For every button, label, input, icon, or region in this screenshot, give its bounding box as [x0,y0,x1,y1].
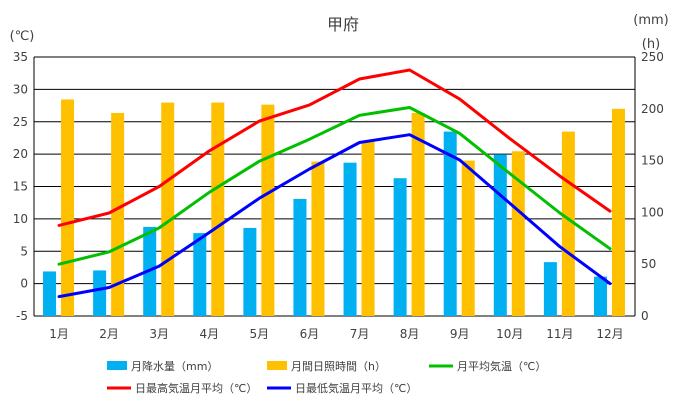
axes: -5 0 5 10 15 20 25 30 35 0 50 100 150 200 250 1月 2月 3月 4月 5… [13,50,664,341]
bar [243,227,257,316]
bar [293,198,307,316]
right-axis-unit-top: (mm) [633,13,668,28]
x-axis-tick-label: 7月 [350,327,370,341]
left-axis-unit: (℃) [10,29,35,44]
bar-series [43,99,625,316]
bar [193,233,207,316]
legend-label: 日最高気温月平均（℃） [135,381,257,395]
legend-label: 月平均気温（℃） [457,359,546,373]
bar [393,178,407,316]
bar [43,271,57,316]
line-series [57,68,612,299]
x-axis-tick-label: 11月 [546,327,573,341]
bar [343,162,357,316]
right-axis-tick-label: 250 [641,50,664,64]
right-axis-tick-label: 100 [641,205,664,219]
legend-label: 日最低気温月平均（℃） [295,381,417,395]
series-line [57,133,612,299]
bar [111,112,125,316]
bar [493,154,507,316]
legend-label: 月降水量（mm） [131,359,218,373]
legend-bar-swatch [107,361,127,370]
x-axis-tick-label: 1月 [49,327,69,341]
left-axis-tick-label: 35 [13,50,28,64]
bar [461,160,475,316]
right-axis-tick-label: 50 [641,257,656,271]
bar [311,161,325,316]
series-line [57,68,612,227]
bar [261,104,275,316]
left-axis-tick-label: -5 [16,309,28,323]
bar [61,99,75,316]
left-axis-tick-label: 25 [13,115,28,129]
x-axis-tick-label: 2月 [99,327,119,341]
left-axis-tick-label: 5 [20,244,28,258]
left-axis-tick-label: 20 [13,147,28,161]
bar [161,102,175,316]
left-axis-tick-label: 0 [20,277,28,291]
x-axis-tick-label: 12月 [596,327,623,341]
left-axis-tick-label: 15 [13,180,28,194]
bar [93,270,107,316]
bar [511,151,525,316]
legend: 月降水量（mm） 月間日照時間（h） 月平均気温（℃） 日最高気温月平均（℃） 日最低気… [107,359,546,395]
bar [411,112,425,316]
bar [361,140,375,316]
legend-bar-swatch [267,361,287,370]
left-axis-tick-label: 30 [13,82,28,96]
bar [443,131,457,316]
x-axis-tick-label: 4月 [199,327,219,341]
bar [543,262,557,316]
x-axis-tick-label: 3月 [149,327,169,341]
x-axis-tick-label: 8月 [400,327,420,341]
bar [611,108,625,316]
right-axis-unit-bottom: (h) [642,37,660,52]
legend-label: 月間日照時間（h） [291,360,386,373]
gridlines [33,56,636,317]
left-axis-tick-label: 10 [13,212,28,226]
bar [561,131,575,316]
x-axis-tick-label: 10月 [496,327,523,341]
bar [211,102,225,316]
right-axis-tick-label: 150 [641,154,664,168]
chart-title: 甲府 [327,15,359,34]
x-axis-tick-label: 6月 [300,327,320,341]
right-axis-tick-label: 200 [641,102,664,116]
x-axis-tick-label: 5月 [250,327,270,341]
series-line [57,106,612,266]
bar [593,276,607,316]
x-axis-tick-label: 9月 [450,327,470,341]
right-axis-tick-label: 0 [641,309,649,323]
